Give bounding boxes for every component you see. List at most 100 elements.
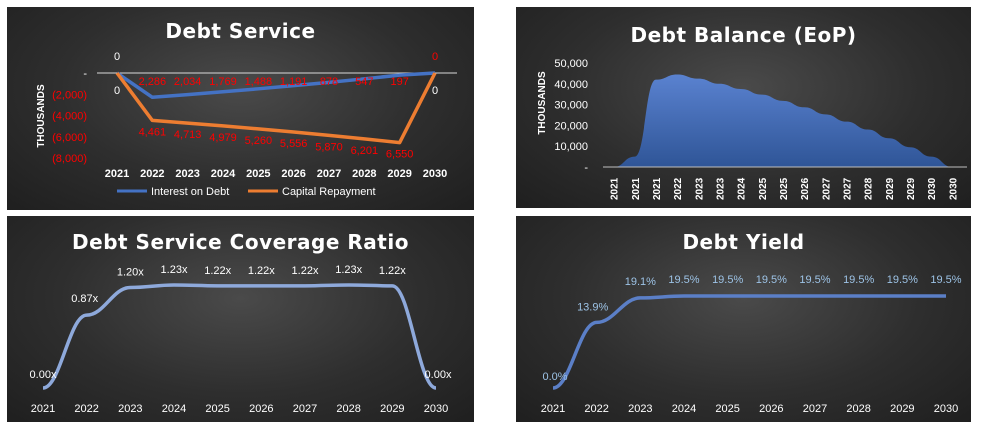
x-tick-label: 2024 (162, 403, 186, 415)
x-tick-label: 2030 (927, 177, 938, 200)
x-tick-label: 2021 (105, 168, 129, 180)
dscr-data-label: 1.22x (248, 265, 275, 277)
y-tick-label: 20,000 (554, 120, 588, 132)
debt-service-plot: - (2,000) (4,000) (6,000) (8,000) THOUSANDS 20… (36, 51, 457, 198)
x-tick-label: 2029 (387, 168, 411, 180)
x-tick-label: 2021 (541, 403, 565, 415)
x-tick-label: 2029 (885, 177, 896, 200)
x-tick-label: 2021 (610, 177, 621, 200)
x-tick-label: 2025 (205, 403, 229, 415)
dscr-data-label: 0.00x (425, 369, 452, 381)
legend-label-repayment: Capital Repayment (282, 186, 376, 198)
debt-yield-data-label: 19.1% (625, 276, 656, 288)
debt-yield-line (552, 294, 946, 390)
y-tick-label: (6,000) (52, 132, 87, 144)
x-tick-label: 2025 (246, 168, 270, 180)
debt-yield-title: Debt Yield (682, 230, 805, 254)
x-tick-label: 2028 (846, 403, 870, 415)
interest-data-label: 1,769 (209, 76, 237, 88)
dscr-plot: 0.00x 0.87x 1.20x 1.23x 1.22x 1.22x 1.22x 1.23x… (30, 264, 452, 415)
x-tick-label: 2027 (803, 403, 827, 415)
interest-data-label: 878 (320, 76, 338, 88)
debt-service-title: Debt Service (165, 19, 316, 43)
debt-yield-data-label: 19.5% (756, 274, 787, 286)
debt-yield-data-label: 19.5% (843, 274, 874, 286)
x-tick-label: 2023 (694, 177, 705, 200)
x-tick-label: 2024 (211, 168, 236, 180)
x-tick-label: 2021 (631, 177, 642, 200)
dscr-data-label: 1.22x (379, 265, 406, 277)
x-tick-label: 2025 (779, 177, 790, 200)
x-tick-label: 2021 (652, 177, 663, 200)
x-tick-label: 2022 (140, 168, 164, 180)
interest-data-label: 0 (432, 51, 438, 63)
x-tick-label: 2027 (821, 177, 832, 200)
repayment-data-label: 6,550 (386, 149, 414, 161)
debt-yield-data-label: 13.9% (577, 301, 608, 313)
repayment-data-label: 4,979 (209, 132, 237, 144)
x-tick-label: 2029 (906, 177, 917, 200)
x-tick-label: 2027 (293, 403, 317, 415)
dscr-data-label: 1.22x (204, 265, 231, 277)
y-tick-label: 30,000 (554, 100, 588, 112)
x-tick-label: 2028 (352, 168, 376, 180)
dscr-data-label: 1.22x (292, 265, 319, 277)
x-tick-label: 2023 (175, 168, 199, 180)
debt-yield-data-label: 19.5% (668, 274, 699, 286)
x-tick-label: 2028 (336, 403, 360, 415)
x-tick-label: 2023 (118, 403, 142, 415)
x-tick-label: 2024 (737, 177, 748, 200)
x-tick-label: 2025 (715, 403, 739, 415)
x-tick-label: 2022 (74, 403, 98, 415)
repayment-data-label: 5,870 (315, 141, 343, 153)
x-tick-label: 2021 (31, 403, 55, 415)
x-tick-label: 2023 (715, 177, 726, 200)
debt-yield-data-label: 19.5% (930, 274, 961, 286)
y-tick-label: (4,000) (52, 111, 87, 123)
x-tick-label: 2029 (890, 403, 914, 415)
x-tick-label: 2029 (380, 403, 404, 415)
y-tick-label: - (83, 68, 87, 80)
repayment-data-label: 5,260 (245, 135, 273, 147)
repayment-data-label: 6,201 (351, 145, 379, 157)
y-tick-label: 40,000 (554, 79, 588, 91)
dscr-data-label: 1.23x (161, 264, 188, 276)
x-tick-label: 2026 (759, 403, 783, 415)
y-tick-label: 10,000 (554, 141, 588, 153)
dscr-data-label: 0.87x (71, 293, 98, 305)
debt-yield-data-label: 19.5% (887, 274, 918, 286)
x-tick-label: 2030 (424, 403, 448, 415)
interest-data-label: 2,034 (174, 76, 202, 88)
debt-yield-plot: 0.0% 13.9% 19.1% 19.5% 19.5% 19.5% 19.5% 19.5% 1… (541, 274, 962, 415)
interest-data-label: 1,488 (245, 76, 273, 88)
interest-data-label: 0 (114, 51, 120, 63)
x-tick-label: 2027 (317, 168, 341, 180)
series-line-interest (116, 71, 436, 100)
balance-area (613, 74, 953, 167)
debt-yield-data-label: 19.5% (799, 274, 830, 286)
dscr-chart: 0.00x 0.87x 1.20x 1.23x 1.22x 1.22x 1.22x 1.23x… (7, 216, 474, 422)
x-tick-label: 2030 (423, 168, 447, 180)
debt-balance-chart: - 10,000 20,000 30,000 40,000 50,000 THOUSANDS… (516, 7, 971, 208)
x-tick-label: 2025 (758, 177, 769, 200)
x-tick-label: 2026 (249, 403, 273, 415)
dscr-data-label: 0.00x (30, 369, 57, 381)
repayment-data-label: 5,556 (280, 138, 308, 150)
interest-data-label: 197 (390, 76, 408, 88)
y-tick-label: (2,000) (52, 89, 87, 101)
debt-yield-data-label: 19.5% (712, 274, 743, 286)
interest-data-label: 2,286 (139, 76, 167, 88)
x-tick-label: 2030 (934, 403, 958, 415)
y-axis-title: THOUSANDS (36, 84, 47, 148)
y-tick-label: - (584, 162, 588, 174)
repayment-data-label: 4,461 (139, 126, 167, 138)
y-axis-title: THOUSANDS (537, 71, 548, 135)
debt-balance-plot: - 10,000 20,000 30,000 40,000 50,000 THOUSANDS… (537, 58, 967, 200)
x-tick-label: 2022 (673, 177, 684, 200)
series-line-repayment (115, 71, 437, 145)
repayment-data-label: 4,713 (174, 129, 202, 141)
interest-data-label: 547 (355, 76, 373, 88)
x-tick-label: 2024 (672, 403, 696, 415)
y-tick-label: 50,000 (554, 58, 588, 70)
dscr-title: Debt Service Coverage Ratio (72, 230, 409, 254)
